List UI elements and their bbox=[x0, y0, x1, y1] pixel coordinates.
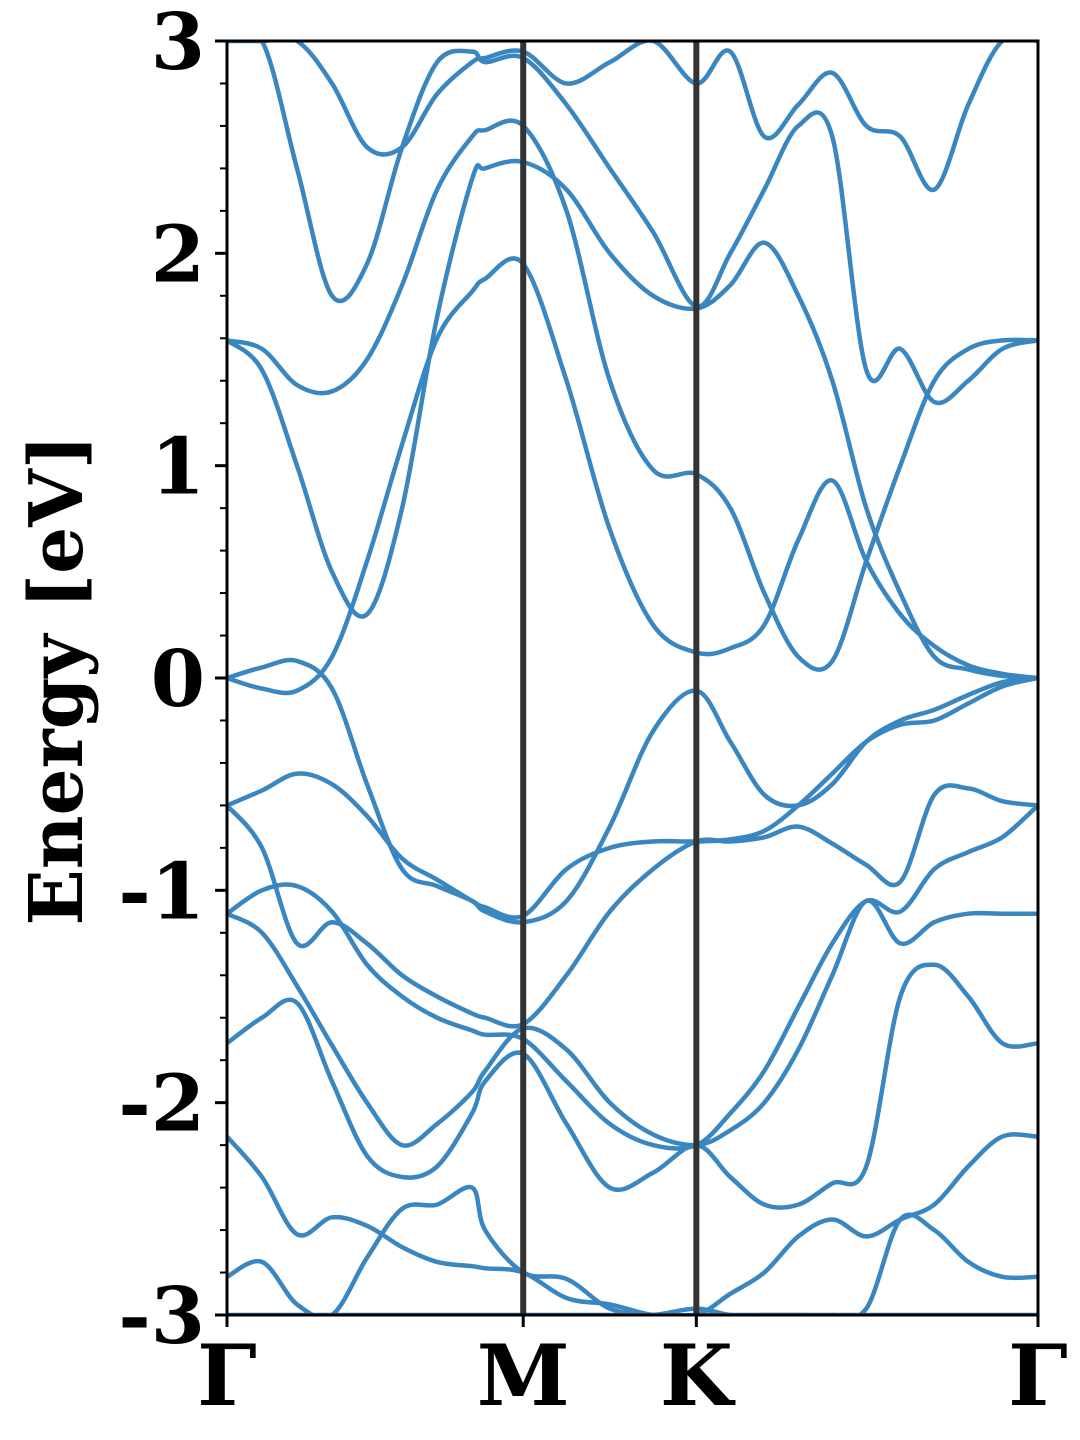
band-line-12 bbox=[227, 118, 1038, 672]
y-axis-title-group: Energy [eV] bbox=[14, 434, 100, 925]
y-tick-label: 2 bbox=[151, 209, 205, 300]
y-tick-label: -2 bbox=[118, 1059, 205, 1150]
band-line-8 bbox=[227, 675, 1038, 920]
band-line-10 bbox=[227, 256, 1038, 696]
y-axis-title: Energy [eV] bbox=[14, 434, 100, 925]
y-tick-label: 0 bbox=[151, 634, 205, 725]
y-ticks: -3 -2 -1 0 1 2 3 bbox=[118, 0, 227, 1362]
band-line-6 bbox=[227, 803, 1038, 1151]
kpoint-lines bbox=[520, 41, 700, 1315]
y-tick-label: -1 bbox=[118, 846, 205, 937]
band-line-3 bbox=[227, 1132, 1038, 1315]
band-line-9 bbox=[227, 657, 1038, 925]
y-tick-label: 3 bbox=[151, 0, 205, 88]
band-line-5 bbox=[227, 898, 1038, 1148]
band-line-7 bbox=[227, 783, 1038, 1029]
x-tick-label: K bbox=[660, 1326, 736, 1425]
y-tick-label: 1 bbox=[151, 422, 205, 513]
band-line-13 bbox=[227, 41, 1038, 406]
band-line-2 bbox=[227, 1184, 1038, 1315]
x-tick-label: Γ bbox=[197, 1326, 257, 1425]
y-tick-label: -3 bbox=[118, 1271, 205, 1362]
band-line-4 bbox=[227, 962, 1038, 1210]
bands bbox=[227, 41, 1038, 1315]
x-tick-label: Γ bbox=[1008, 1326, 1068, 1425]
band-line-11 bbox=[227, 158, 1038, 681]
x-tick-label: M bbox=[477, 1326, 570, 1425]
band-line-14 bbox=[227, 41, 1038, 192]
